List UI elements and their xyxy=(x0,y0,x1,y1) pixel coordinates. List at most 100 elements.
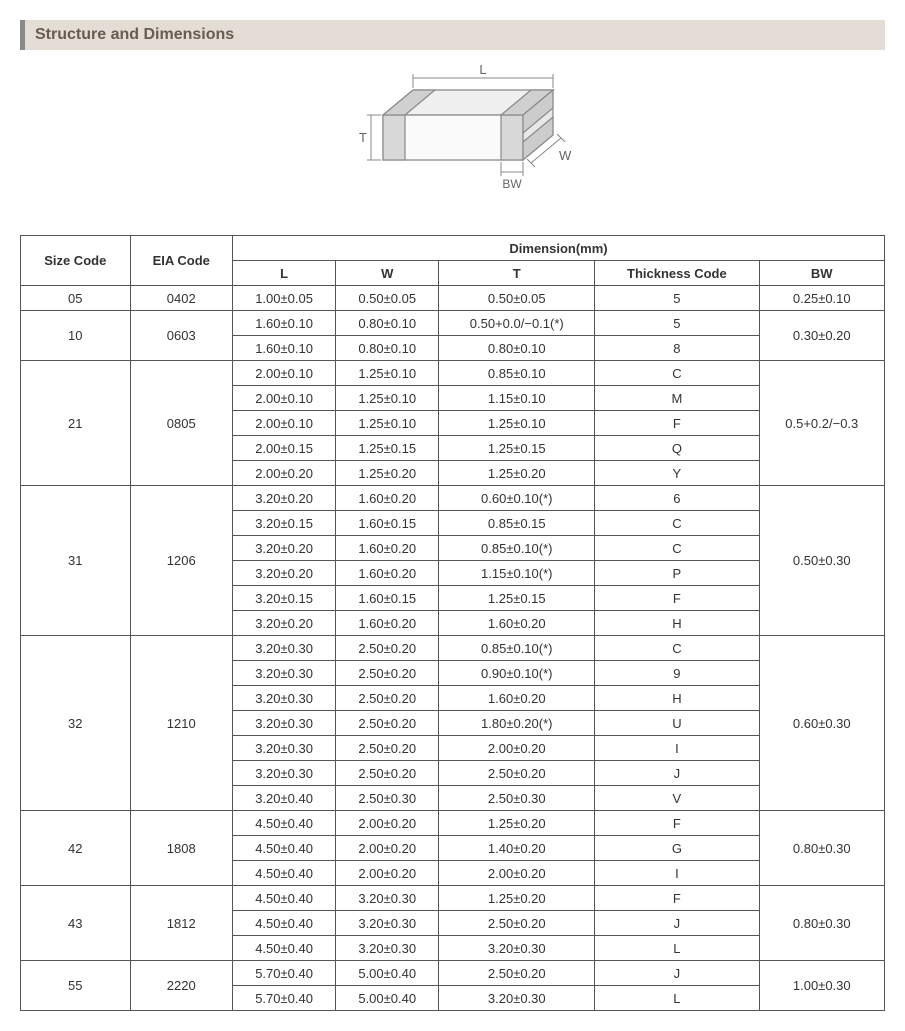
cell-L: 5.70±0.40 xyxy=(233,986,336,1011)
diagram-area: L W T BW xyxy=(20,60,885,215)
chip-diagram: L W T BW xyxy=(313,60,593,210)
cell-size-code: 43 xyxy=(21,886,131,961)
section-title: Structure and Dimensions xyxy=(35,26,234,43)
th-BW: BW xyxy=(759,261,884,286)
cell-T: 1.25±0.20 xyxy=(439,886,595,911)
cell-W: 3.20±0.30 xyxy=(336,936,439,961)
cell-eia-code: 0402 xyxy=(130,286,233,311)
cell-L: 3.20±0.15 xyxy=(233,586,336,611)
cell-TC: U xyxy=(595,711,759,736)
cell-L: 2.00±0.15 xyxy=(233,436,336,461)
cell-T: 0.85±0.15 xyxy=(439,511,595,536)
cell-T: 2.50±0.20 xyxy=(439,761,595,786)
cell-L: 1.60±0.10 xyxy=(233,311,336,336)
cell-T: 1.40±0.20 xyxy=(439,836,595,861)
th-thickness-code: Thickness Code xyxy=(595,261,759,286)
cell-W: 2.00±0.20 xyxy=(336,811,439,836)
cell-T: 0.85±0.10(*) xyxy=(439,636,595,661)
cell-TC: G xyxy=(595,836,759,861)
th-T: T xyxy=(439,261,595,286)
cell-TC: J xyxy=(595,961,759,986)
table-row: 5522205.70±0.405.00±0.402.50±0.20J1.00±0… xyxy=(21,961,885,986)
cell-W: 1.60±0.15 xyxy=(336,511,439,536)
cell-bw: 0.60±0.30 xyxy=(759,636,884,811)
cell-TC: Q xyxy=(595,436,759,461)
cell-T: 1.60±0.20 xyxy=(439,686,595,711)
table-row: 0504021.00±0.050.50±0.050.50±0.0550.25±0… xyxy=(21,286,885,311)
cell-eia-code: 2220 xyxy=(130,961,233,1011)
cell-TC: V xyxy=(595,786,759,811)
cell-W: 0.50±0.05 xyxy=(336,286,439,311)
cell-L: 2.00±0.10 xyxy=(233,386,336,411)
th-size-code: Size Code xyxy=(21,236,131,286)
cell-eia-code: 1808 xyxy=(130,811,233,886)
cell-eia-code: 1812 xyxy=(130,886,233,961)
cell-TC: F xyxy=(595,586,759,611)
cell-T: 1.60±0.20 xyxy=(439,611,595,636)
cell-T: 1.15±0.10(*) xyxy=(439,561,595,586)
th-W: W xyxy=(336,261,439,286)
cell-W: 1.60±0.20 xyxy=(336,486,439,511)
cell-L: 3.20±0.20 xyxy=(233,611,336,636)
cell-T: 2.50±0.20 xyxy=(439,961,595,986)
cell-T: 0.50+0.0/−0.1(*) xyxy=(439,311,595,336)
cell-W: 0.80±0.10 xyxy=(336,336,439,361)
cell-size-code: 05 xyxy=(21,286,131,311)
cell-TC: 8 xyxy=(595,336,759,361)
cell-L: 1.60±0.10 xyxy=(233,336,336,361)
cell-W: 2.00±0.20 xyxy=(336,836,439,861)
cell-W: 1.25±0.20 xyxy=(336,461,439,486)
cell-TC: F xyxy=(595,886,759,911)
cell-L: 3.20±0.15 xyxy=(233,511,336,536)
cell-T: 1.25±0.20 xyxy=(439,811,595,836)
th-dimension: Dimension(mm) xyxy=(233,236,885,261)
cell-W: 1.60±0.20 xyxy=(336,561,439,586)
cell-TC: 9 xyxy=(595,661,759,686)
cell-TC: 5 xyxy=(595,286,759,311)
section-header: Structure and Dimensions xyxy=(20,20,885,50)
table-row: 3212103.20±0.302.50±0.200.85±0.10(*)C0.6… xyxy=(21,636,885,661)
cell-size-code: 21 xyxy=(21,361,131,486)
th-eia-code: EIA Code xyxy=(130,236,233,286)
cell-W: 2.50±0.20 xyxy=(336,636,439,661)
cell-T: 0.60±0.10(*) xyxy=(439,486,595,511)
cell-T: 0.80±0.10 xyxy=(439,336,595,361)
cell-T: 3.20±0.30 xyxy=(439,936,595,961)
cell-T: 0.85±0.10(*) xyxy=(439,536,595,561)
cell-bw: 0.50±0.30 xyxy=(759,486,884,636)
cell-TC: I xyxy=(595,861,759,886)
cell-T: 1.25±0.15 xyxy=(439,586,595,611)
cell-T: 0.85±0.10 xyxy=(439,361,595,386)
cell-W: 1.25±0.15 xyxy=(336,436,439,461)
label-W: W xyxy=(559,148,572,163)
cell-size-code: 31 xyxy=(21,486,131,636)
cell-TC: J xyxy=(595,911,759,936)
cell-TC: C xyxy=(595,536,759,561)
cell-W: 3.20±0.30 xyxy=(336,911,439,936)
cell-eia-code: 0805 xyxy=(130,361,233,486)
cell-T: 1.15±0.10 xyxy=(439,386,595,411)
cell-L: 3.20±0.20 xyxy=(233,561,336,586)
cell-size-code: 10 xyxy=(21,311,131,361)
cell-L: 3.20±0.20 xyxy=(233,536,336,561)
cell-W: 1.25±0.10 xyxy=(336,361,439,386)
cell-L: 3.20±0.20 xyxy=(233,486,336,511)
cell-T: 0.90±0.10(*) xyxy=(439,661,595,686)
cell-W: 1.25±0.10 xyxy=(336,411,439,436)
cell-size-code: 42 xyxy=(21,811,131,886)
label-T: T xyxy=(359,130,367,145)
cell-W: 2.50±0.20 xyxy=(336,686,439,711)
cell-TC: P xyxy=(595,561,759,586)
cell-size-code: 32 xyxy=(21,636,131,811)
cell-bw: 0.30±0.20 xyxy=(759,311,884,361)
cell-TC: C xyxy=(595,361,759,386)
cell-W: 1.25±0.10 xyxy=(336,386,439,411)
cell-T: 1.25±0.10 xyxy=(439,411,595,436)
cell-TC: H xyxy=(595,686,759,711)
table-row: 4318124.50±0.403.20±0.301.25±0.20F0.80±0… xyxy=(21,886,885,911)
cell-W: 3.20±0.30 xyxy=(336,886,439,911)
cell-W: 2.50±0.30 xyxy=(336,786,439,811)
cell-L: 3.20±0.30 xyxy=(233,761,336,786)
cell-TC: L xyxy=(595,936,759,961)
cell-TC: J xyxy=(595,761,759,786)
